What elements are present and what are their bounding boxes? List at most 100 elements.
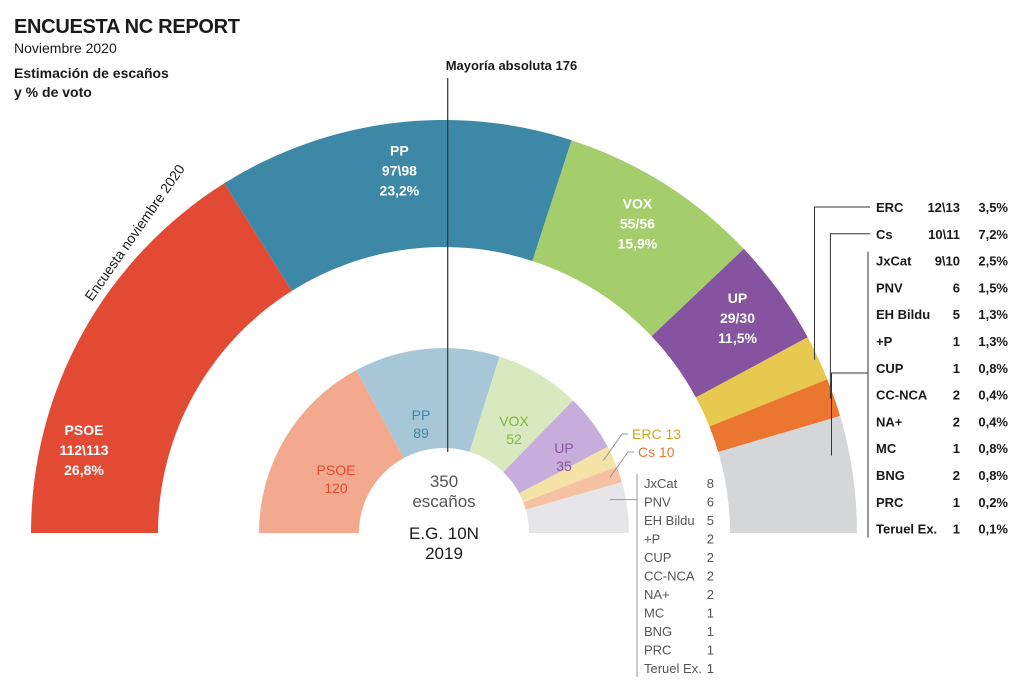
survey-table-seats-cup: 1 — [953, 361, 960, 376]
survey-table-vote-cup: 0,8% — [978, 361, 1008, 376]
survey-table-vote-pnv: 1,5% — [978, 280, 1008, 295]
election-leader-cs — [609, 451, 634, 478]
survey-table-party-teruel-ex: Teruel Ex. — [876, 522, 937, 537]
survey-table-vote-cc-nca: 0,4% — [978, 388, 1008, 403]
election-table-seats-p: 2 — [707, 532, 714, 547]
survey-table-seats-na: 2 — [953, 414, 960, 429]
election-table-party-pnv: PNV — [644, 495, 671, 510]
center-seats-word: escaños — [412, 492, 475, 511]
survey-table-seats-erc: 12\13 — [927, 200, 960, 215]
survey-table-seats-jxcat: 9\10 — [935, 254, 960, 269]
survey-label-vox-seats: 55/56 — [620, 216, 655, 232]
chart-title: ENCUESTA NC REPORT — [14, 16, 240, 38]
survey-table-party-cs: Cs — [876, 227, 893, 242]
survey-table-vote-cs: 7,2% — [978, 227, 1008, 242]
survey-leader-erc — [814, 206, 870, 360]
election-table-party-bng: BNG — [644, 624, 672, 639]
election-table-party-jxcat: JxCat — [644, 476, 678, 491]
election-sector-vox — [469, 356, 574, 473]
election-label-erc: ERC 13 — [632, 426, 681, 442]
election-table-party-mc: MC — [644, 606, 664, 621]
election-sector-others — [525, 482, 629, 533]
election-label-pp-seats: 89 — [413, 425, 429, 441]
election-table-seats-teruel-ex: 1 — [707, 661, 714, 676]
election-label-up-seats: 35 — [556, 458, 572, 474]
election-sector-erc — [519, 446, 617, 503]
survey-table-seats-cs: 10\11 — [928, 227, 960, 242]
majority-label: Mayoría absoluta 176 — [446, 58, 578, 73]
survey-label-vox-vote: 15,9% — [618, 236, 658, 252]
chart-subtitle: Noviembre 2020 — [14, 40, 117, 56]
survey-sector-others — [718, 416, 857, 533]
survey-table-party-mc: MC — [876, 441, 897, 456]
center-election-name: E.G. 10N — [409, 524, 479, 543]
survey-table-seats-eh-bildu: 5 — [953, 307, 960, 322]
survey-table-party-p: +P — [876, 334, 893, 349]
election-label-psoe-party: PSOE — [317, 462, 356, 478]
survey-table-vote-eh-bildu: 1,3% — [978, 307, 1008, 322]
election-table-party-eh-bildu: EH Bildu — [644, 513, 695, 528]
survey-label-pp-party: PP — [390, 143, 409, 159]
election-label-cs: Cs 10 — [638, 444, 675, 460]
survey-table-vote-erc: 3,5% — [978, 200, 1008, 215]
survey-table-seats-p: 1 — [953, 334, 960, 349]
election-label-vox-seats: 52 — [506, 431, 522, 447]
election-table-seats-pnv: 6 — [707, 495, 714, 510]
election-table-party-cc-nca: CC-NCA — [644, 569, 695, 584]
survey-others-leader — [831, 372, 868, 456]
survey-sector-pp — [224, 119, 572, 291]
survey-table-vote-prc: 0,2% — [978, 495, 1008, 510]
survey-sector-up — [651, 248, 808, 398]
survey-table-seats-bng: 2 — [953, 468, 960, 483]
election-table-party-prc: PRC — [644, 643, 671, 658]
survey-sector-erc — [695, 337, 828, 427]
election-table-seats-mc: 1 — [707, 606, 714, 621]
election-sector-pp — [356, 347, 500, 459]
center-election-year: 2019 — [425, 544, 463, 563]
survey-table-party-cup: CUP — [876, 361, 904, 376]
survey-table-seats-mc: 1 — [953, 441, 960, 456]
survey-label-pp-vote: 23,2% — [380, 183, 420, 199]
survey-table-seats-teruel-ex: 1 — [953, 522, 960, 537]
survey-table-vote-teruel-ex: 0,1% — [978, 522, 1008, 537]
election-table-party-p: +P — [644, 532, 660, 547]
election-sector-up — [503, 400, 608, 494]
survey-table-party-na: NA+ — [876, 414, 903, 429]
survey-table-party-jxcat: JxCat — [876, 254, 912, 269]
survey-table-party-cc-nca: CC-NCA — [876, 388, 928, 403]
survey-label-vox-party: VOX — [623, 196, 653, 212]
survey-table-party-pnv: PNV — [876, 280, 903, 295]
survey-label-up-seats: 29/30 — [720, 310, 755, 326]
election-table-seats-prc: 1 — [707, 643, 714, 658]
election-table-party-teruel-ex: Teruel Ex. — [644, 661, 702, 676]
survey-label-pp-seats: 97\98 — [382, 163, 417, 179]
election-sector-psoe — [259, 370, 404, 533]
election-label-vox-party: VOX — [499, 413, 529, 429]
survey-table-seats-pnv: 6 — [953, 280, 960, 295]
election-2019-ring — [259, 347, 629, 533]
survey-table-vote-p: 1,3% — [978, 334, 1008, 349]
survey-table-party-bng: BNG — [876, 468, 905, 483]
election-table-party-na: NA+ — [644, 587, 670, 602]
election-table-seats-jxcat: 8 — [707, 476, 714, 491]
survey-table-seats-cc-nca: 2 — [953, 388, 960, 403]
survey-table-vote-na: 0,4% — [978, 414, 1008, 429]
election-table-seats-na: 2 — [707, 587, 714, 602]
center-seats-number: 350 — [430, 472, 458, 491]
chart-description-line2: y % de voto — [14, 84, 92, 100]
election-table-party-cup: CUP — [644, 550, 671, 565]
election-table-seats-cup: 2 — [707, 550, 714, 565]
survey-label-psoe-vote: 26,8% — [64, 462, 104, 478]
election-label-psoe-seats: 120 — [324, 480, 348, 496]
survey-table-party-erc: ERC — [876, 200, 904, 215]
election-label-up-party: UP — [554, 440, 573, 456]
survey-ring — [31, 119, 857, 534]
survey-label-up-party: UP — [728, 290, 747, 306]
survey-table-vote-bng: 0,8% — [978, 468, 1008, 483]
survey-label-psoe-party: PSOE — [65, 422, 104, 438]
election-label-pp-party: PP — [412, 407, 431, 423]
survey-table-party-prc: PRC — [876, 495, 904, 510]
survey-leader-cs — [829, 233, 870, 399]
survey-table-vote-mc: 0,8% — [978, 441, 1008, 456]
